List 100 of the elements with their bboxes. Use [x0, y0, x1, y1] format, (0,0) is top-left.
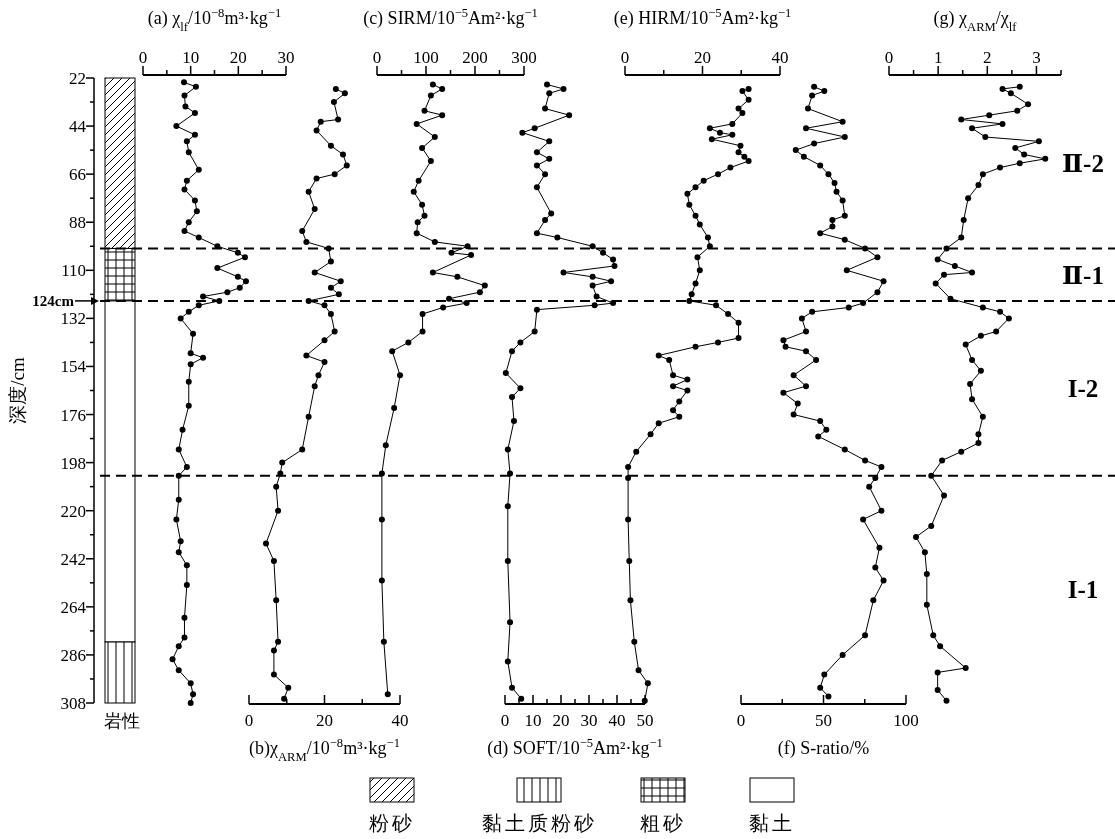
ref-line-label: 124cm [32, 292, 75, 309]
point [735, 319, 742, 326]
point [546, 90, 553, 97]
point [913, 533, 920, 540]
point [969, 269, 976, 276]
x-tick-label: 30 [277, 48, 295, 67]
point [216, 297, 223, 304]
point [509, 394, 515, 401]
point [175, 446, 182, 453]
point [421, 107, 428, 114]
point [694, 254, 701, 261]
point [175, 643, 182, 650]
point [384, 691, 391, 698]
point [817, 418, 824, 425]
point [809, 308, 816, 315]
point [410, 188, 417, 195]
point [1007, 90, 1014, 97]
point [934, 669, 941, 676]
point [780, 337, 787, 344]
point [343, 162, 350, 169]
point [975, 431, 982, 438]
point [270, 557, 277, 564]
point [187, 361, 194, 368]
point [803, 383, 810, 390]
point [872, 564, 879, 571]
y-tick-label: 44 [69, 117, 87, 137]
point [429, 81, 436, 88]
point [982, 134, 989, 140]
point [839, 197, 846, 204]
point [817, 230, 824, 237]
point [531, 328, 538, 335]
point [800, 153, 807, 160]
point [468, 252, 475, 259]
point [803, 328, 810, 335]
point [741, 153, 748, 160]
legend-label: 黏土 [749, 812, 795, 834]
point [341, 90, 348, 97]
point [181, 614, 188, 621]
point [798, 315, 805, 322]
point [958, 116, 965, 123]
x-axis-title: (f) S-ratio/% [777, 738, 870, 759]
point [979, 413, 986, 420]
point [262, 540, 269, 547]
point [448, 249, 455, 256]
point [242, 278, 249, 285]
point [242, 254, 249, 261]
point [876, 544, 883, 551]
point [234, 273, 241, 280]
y-tick-label: 308 [60, 694, 86, 713]
legend-label: 黏土质粉砂 [481, 812, 597, 834]
point [745, 85, 752, 92]
point [181, 634, 188, 641]
x-tick-label: 0 [884, 48, 894, 67]
point [727, 164, 734, 171]
point [183, 562, 190, 569]
point [880, 577, 887, 584]
point [321, 337, 328, 344]
point [655, 420, 662, 427]
y-tick-label: 242 [60, 549, 86, 569]
point [737, 142, 744, 149]
point [378, 577, 385, 584]
point [870, 597, 877, 604]
point [878, 463, 885, 470]
point [303, 352, 310, 359]
point [941, 492, 948, 499]
point [803, 348, 810, 355]
y-tick-label: 66 [69, 165, 86, 185]
point [1005, 315, 1012, 322]
point [183, 138, 190, 145]
point [962, 341, 969, 348]
point [841, 236, 848, 243]
point [932, 280, 939, 287]
point [504, 557, 511, 564]
point [325, 245, 332, 252]
point [177, 538, 184, 545]
point [716, 129, 723, 136]
x-axis-title: (c) SIRM/10$^{−5}$Am²·kg$^{−1}$ [363, 6, 538, 29]
point [809, 92, 816, 99]
point [670, 407, 677, 414]
point [185, 402, 192, 409]
point [626, 557, 633, 564]
point [419, 201, 426, 208]
point [999, 120, 1006, 127]
point [821, 671, 828, 678]
point [829, 217, 836, 224]
point [560, 85, 567, 92]
point [331, 171, 338, 178]
point [180, 79, 187, 86]
point [692, 212, 699, 219]
point [419, 328, 426, 335]
y-tick-label: 132 [60, 309, 86, 329]
y-tick-label: 154 [60, 357, 87, 377]
legend-label: 粗砂 [640, 812, 686, 834]
point [517, 385, 524, 392]
point [533, 162, 540, 169]
point [878, 507, 885, 514]
point [542, 217, 549, 224]
point [633, 448, 640, 455]
point [593, 293, 600, 300]
point [792, 147, 799, 154]
